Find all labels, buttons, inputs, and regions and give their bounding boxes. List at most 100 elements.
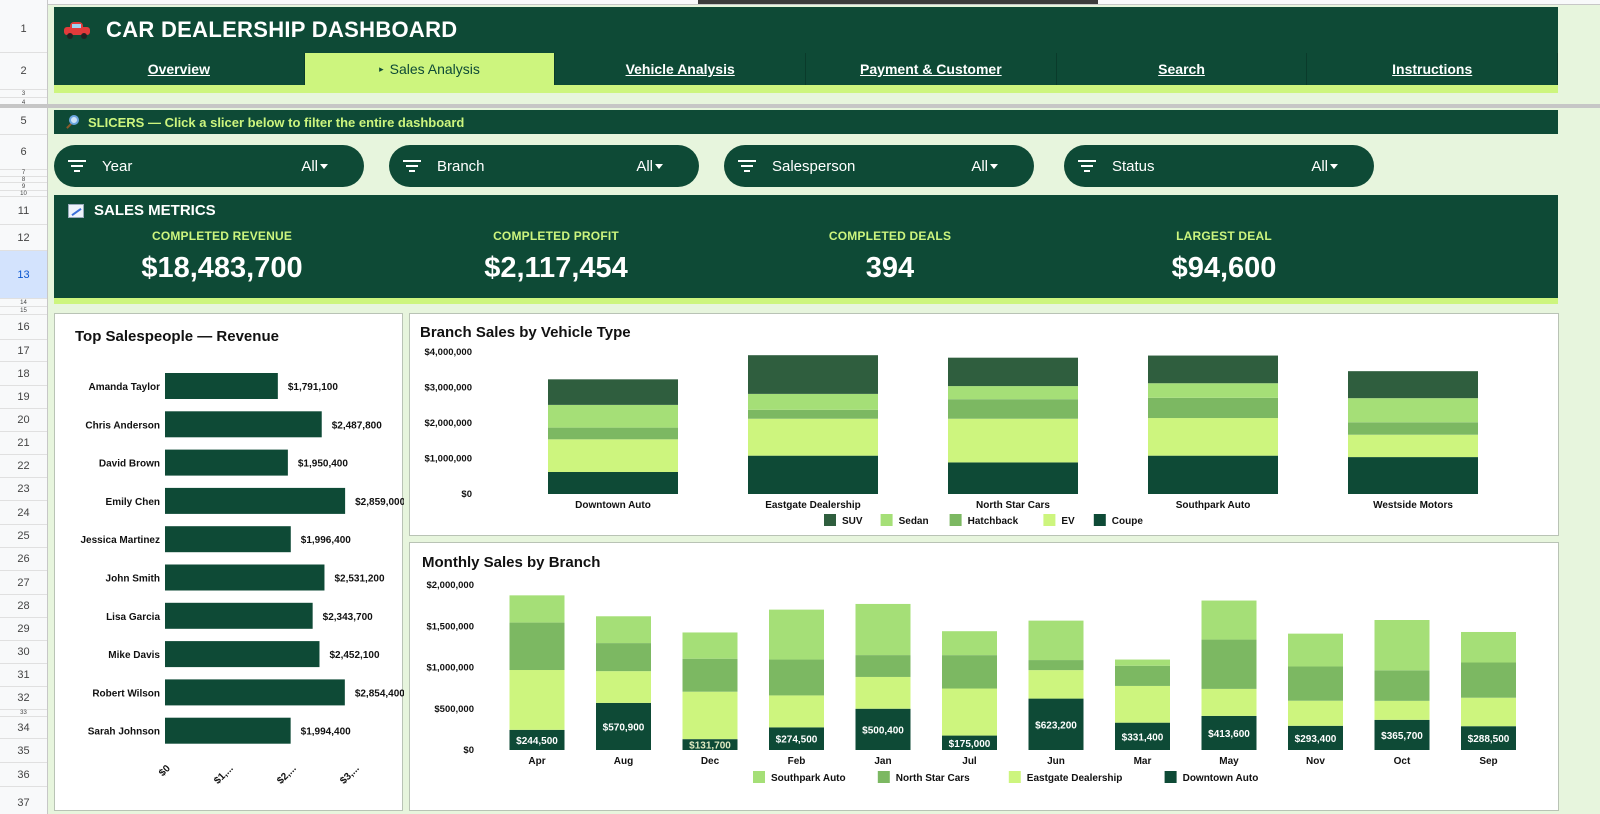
- bar-segment: [1148, 455, 1278, 494]
- y-tick-label: $4,000,000: [424, 347, 472, 358]
- row-number[interactable]: 34: [0, 717, 47, 739]
- row-number[interactable]: 15: [0, 307, 47, 315]
- category-label: Southpark Auto: [1176, 500, 1251, 511]
- row-number[interactable]: 11: [0, 197, 47, 225]
- title-bar: CAR DEALERSHIP DASHBOARD: [54, 7, 1558, 53]
- row-number[interactable]: 2: [0, 53, 47, 90]
- category-label: May: [1219, 756, 1239, 767]
- row-number[interactable]: 18: [0, 362, 47, 386]
- row-number[interactable]: 32: [0, 687, 47, 710]
- row-number[interactable]: 13: [0, 251, 47, 299]
- row-number[interactable]: 25: [0, 525, 47, 548]
- monthly-sales-chart-panel: Monthly Sales by Branch $0 $500,000 $1,000…: [409, 542, 1559, 811]
- bar: [165, 564, 325, 591]
- bar-segment: [948, 386, 1078, 400]
- bar-segment: [509, 670, 565, 730]
- slicer-salesperson[interactable]: Salesperson All: [724, 145, 1034, 187]
- legend-swatch: [1093, 514, 1106, 526]
- tab-search[interactable]: Search: [1057, 53, 1308, 85]
- y-tick-label: $2,000,000: [424, 418, 472, 429]
- row-number[interactable]: 27: [0, 571, 47, 595]
- row-number[interactable]: 16: [0, 315, 47, 340]
- slicer-status[interactable]: Status All: [1064, 145, 1374, 187]
- x-tick-label: $3,...: [338, 763, 362, 787]
- row-number[interactable]: 31: [0, 664, 47, 687]
- row-number[interactable]: 14: [0, 299, 47, 307]
- metric-value: 394: [865, 252, 915, 284]
- row-number[interactable]: 37: [0, 787, 47, 814]
- row-number[interactable]: 3: [0, 90, 47, 98]
- bar-segment: [1348, 422, 1478, 435]
- metric-label: COMPLETED DEALS: [828, 229, 952, 243]
- row-number[interactable]: 29: [0, 618, 47, 641]
- data-label: $413,600: [1208, 729, 1250, 740]
- row-number[interactable]: 7: [0, 170, 47, 177]
- row-number[interactable]: 30: [0, 641, 47, 664]
- category-label: Chris Anderson: [85, 420, 160, 431]
- row-number[interactable]: 17: [0, 340, 47, 362]
- row-number[interactable]: 8: [0, 177, 47, 183]
- metric-card: LARGEST DEAL $94,600: [1074, 229, 1374, 285]
- legend-label: Southpark Auto: [771, 773, 846, 784]
- data-label: $500,400: [862, 725, 904, 736]
- row-number[interactable]: 19: [0, 386, 47, 409]
- x-tick-label: $1,...: [212, 763, 236, 787]
- car-icon: [64, 22, 90, 39]
- row-number[interactable]: 12: [0, 225, 47, 251]
- category-label: Jessica Martinez: [81, 535, 161, 546]
- slicer-label: Status: [1112, 157, 1155, 175]
- bar-segment: [509, 729, 565, 750]
- bar-segment: [948, 418, 1078, 463]
- bar-segment: [1348, 398, 1478, 423]
- chevron-down-icon: [655, 164, 663, 169]
- legend-swatch: [1008, 771, 1021, 783]
- slicer-year[interactable]: Year All: [54, 145, 364, 187]
- data-label: $274,500: [776, 735, 818, 746]
- metrics-underline: [54, 298, 1558, 304]
- metric-label: COMPLETED REVENUE: [151, 229, 293, 243]
- row-number[interactable]: 24: [0, 501, 47, 525]
- legend-swatch: [824, 514, 836, 526]
- bar-segment: [942, 688, 997, 736]
- x-tick-label: $2,...: [275, 763, 299, 787]
- bar-segment: [942, 631, 997, 656]
- tab-vehicle-analysis[interactable]: Vehicle Analysis: [555, 53, 807, 85]
- row-number[interactable]: 5: [0, 108, 47, 135]
- tab-instructions[interactable]: Instructions: [1307, 53, 1559, 85]
- row-number[interactable]: 6: [0, 135, 47, 170]
- row-number[interactable]: 21: [0, 432, 47, 455]
- legend-label: Downtown Auto: [1183, 773, 1259, 784]
- slicer-header: SLICERS — Click a slicer below to filter…: [54, 110, 1558, 134]
- tab-overview[interactable]: Overview: [54, 53, 305, 85]
- bar: [165, 526, 291, 553]
- row-number[interactable]: 23: [0, 478, 47, 501]
- row-number[interactable]: 9: [0, 183, 47, 191]
- data-label: $2,487,800: [332, 420, 382, 431]
- data-label: $175,000: [949, 739, 991, 750]
- bar-segment: [1374, 719, 1430, 750]
- y-tick-label: $3,000,000: [424, 383, 472, 394]
- chart-title: Monthly Sales by Branch: [422, 554, 601, 571]
- row-number[interactable]: 22: [0, 455, 47, 478]
- data-label: $293,400: [1295, 734, 1337, 745]
- row-number[interactable]: 20: [0, 409, 47, 432]
- slicer-branch[interactable]: Branch All: [389, 145, 699, 187]
- y-tick-label: $1,000,000: [424, 454, 472, 465]
- row-number[interactable]: 36: [0, 763, 47, 787]
- row-number[interactable]: 10: [0, 191, 47, 197]
- row-number[interactable]: 35: [0, 739, 47, 763]
- tab-sales-analysis[interactable]: Sales Analysis: [304, 53, 556, 85]
- dashboard-sheet: CAR DEALERSHIP DASHBOARD OverviewSales A…: [48, 5, 1600, 814]
- bar-segment: [1028, 620, 1084, 661]
- row-number[interactable]: 33: [0, 710, 47, 717]
- category-label: Downtown Auto: [575, 500, 651, 511]
- row-number[interactable]: 1: [0, 5, 47, 53]
- tab-payment-customer[interactable]: Payment & Customer: [806, 53, 1057, 85]
- slicer-label: Year: [102, 157, 133, 175]
- row-number[interactable]: 26: [0, 548, 47, 571]
- row-number[interactable]: 28: [0, 595, 47, 618]
- chart-trend-icon: [68, 203, 84, 218]
- data-label: $1,791,100: [288, 382, 338, 393]
- y-tick-label: $1,500,000: [426, 621, 474, 632]
